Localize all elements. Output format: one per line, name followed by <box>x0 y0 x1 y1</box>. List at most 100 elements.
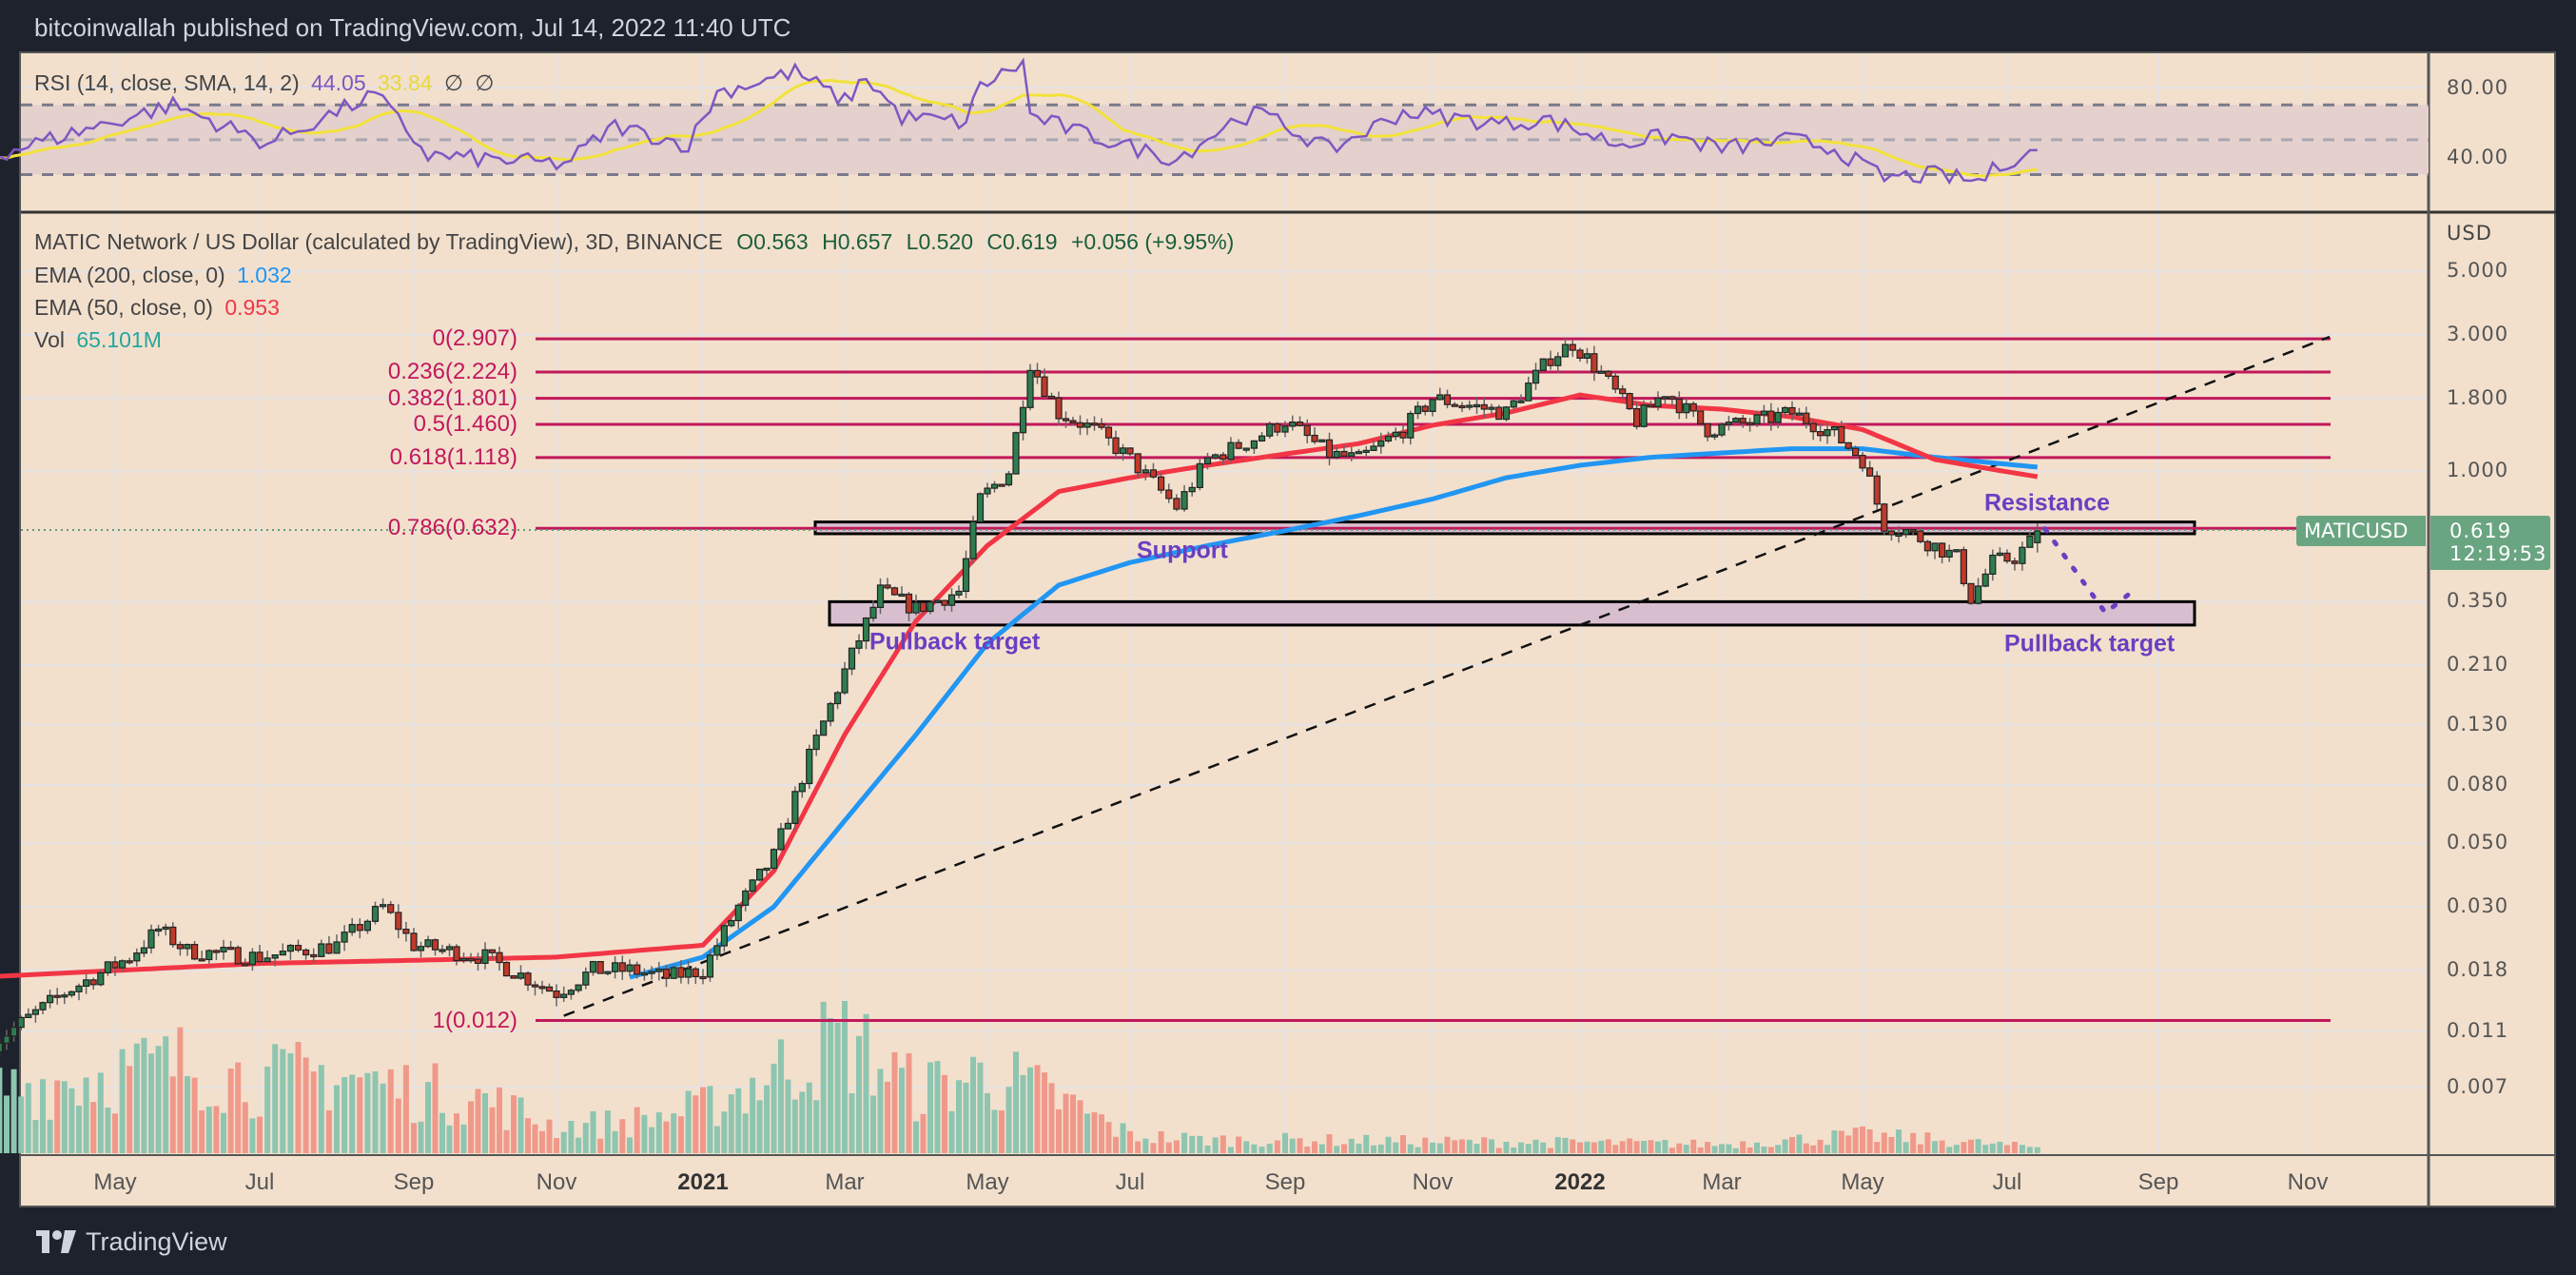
volume-bar <box>713 1126 720 1153</box>
candle-body <box>371 906 380 922</box>
volume-bar <box>325 1109 332 1153</box>
time-axis-label: Nov <box>536 1169 577 1195</box>
volume-bar <box>1831 1130 1838 1153</box>
trend-line <box>563 335 2331 1017</box>
candle <box>912 594 920 616</box>
candle <box>575 984 582 993</box>
candle <box>648 966 655 980</box>
candle <box>1033 363 1042 384</box>
candle <box>990 481 999 493</box>
volume-bar <box>432 1063 439 1153</box>
candle-body <box>662 968 671 979</box>
symbol-title[interactable]: MATIC Network / US Dollar (calculated by… <box>34 229 723 254</box>
candle-body <box>876 584 885 608</box>
candle-body <box>898 593 906 598</box>
candle-body <box>496 951 503 964</box>
candle <box>118 959 127 971</box>
volume-bar <box>934 1061 941 1153</box>
candle-body <box>1767 410 1775 423</box>
tradingview-footer[interactable]: TradingView <box>36 1227 227 1257</box>
candle <box>1554 352 1562 374</box>
ema200-legend[interactable]: EMA (200, close, 0) 1.032 <box>34 262 292 288</box>
candle-body <box>884 584 891 589</box>
candle-body <box>104 961 112 974</box>
volume-legend[interactable]: Vol 65.101M <box>34 326 162 353</box>
candle-body <box>919 601 927 613</box>
volume-bar <box>1422 1137 1429 1153</box>
volume-bar <box>482 1093 488 1153</box>
candle-body <box>1274 422 1281 433</box>
candle-body <box>990 483 999 489</box>
volume-bar <box>948 1110 955 1153</box>
candle <box>248 948 256 971</box>
candle <box>2011 558 2019 571</box>
candle-body <box>1311 434 1318 442</box>
volume-bar <box>1105 1122 1112 1153</box>
candle-body <box>1220 454 1227 461</box>
volume-bar <box>1654 1141 1661 1153</box>
candle <box>1333 446 1340 460</box>
ema50-legend[interactable]: EMA (50, close, 0) 0.953 <box>34 294 280 321</box>
candle-body <box>806 748 813 785</box>
candle <box>46 990 54 1009</box>
candle-body <box>1005 473 1013 486</box>
candle-body <box>1480 403 1488 410</box>
candle-body <box>1532 369 1540 384</box>
volume-bar <box>612 1130 618 1153</box>
rsi-legend: RSI (14, close, SMA, 14, 2) 44.05 33.84 … <box>34 69 494 96</box>
candle <box>611 955 619 979</box>
candle-body <box>1975 585 1982 604</box>
candle <box>941 599 948 611</box>
chart-frame[interactable] <box>19 51 2556 1207</box>
volume-bar <box>1466 1139 1473 1153</box>
candle <box>1076 415 1084 436</box>
volume-bar <box>627 1137 633 1153</box>
candle <box>560 986 568 1003</box>
volume-bar <box>1825 1145 1830 1153</box>
volume-bar <box>1852 1128 1859 1153</box>
candle-body <box>1909 529 1917 533</box>
candle <box>439 944 446 954</box>
candle <box>1576 347 1584 363</box>
candle <box>1989 549 1997 581</box>
candle-body <box>763 867 771 872</box>
candle <box>1370 440 1377 451</box>
volume-bar <box>1251 1144 1258 1153</box>
volume-bar <box>1577 1142 1583 1153</box>
volume-bar <box>0 1068 3 1153</box>
candle-body <box>742 890 750 906</box>
candle-body <box>348 924 356 933</box>
volume-bar <box>380 1083 386 1153</box>
candle-body <box>1824 429 1831 437</box>
candle-body <box>1429 399 1436 412</box>
volume-bar <box>906 1052 912 1153</box>
candle <box>481 942 489 970</box>
volume-bar <box>1048 1083 1055 1153</box>
candle <box>538 980 546 994</box>
candle <box>279 943 286 956</box>
candle-body <box>749 879 756 892</box>
candle <box>68 990 76 998</box>
candle-body <box>962 558 970 593</box>
candle-body <box>1414 405 1422 415</box>
volume-bar <box>1803 1143 1809 1153</box>
candle-body <box>205 950 213 961</box>
volume-bar <box>1436 1143 1443 1153</box>
volume-bar <box>1495 1148 1502 1153</box>
rsi-label: RSI (14, close, SMA, 14, 2) <box>34 70 300 95</box>
candle <box>242 958 249 967</box>
volume-bar <box>1341 1144 1347 1153</box>
candle-body <box>1502 406 1511 421</box>
candle <box>1859 452 1866 472</box>
candle <box>855 634 863 655</box>
candle-body <box>827 702 834 722</box>
volume-bar <box>721 1111 728 1153</box>
candle-body <box>82 979 90 987</box>
time-axis-label: May <box>93 1169 137 1195</box>
candle-body <box>1859 455 1866 469</box>
volume-bar <box>191 1077 198 1153</box>
candle <box>220 939 227 960</box>
volume-bar <box>1619 1141 1626 1153</box>
volume-bar <box>1767 1147 1774 1153</box>
